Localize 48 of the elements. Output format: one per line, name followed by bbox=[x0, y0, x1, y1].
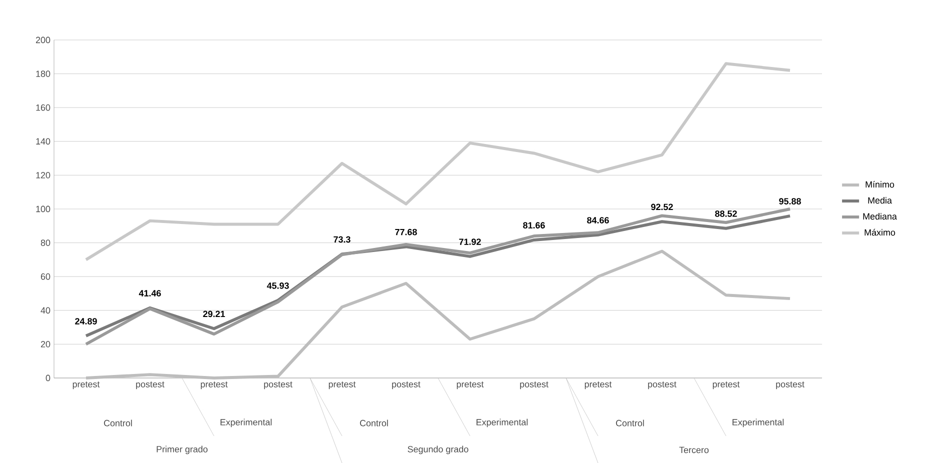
x-tick-label: pretest bbox=[456, 381, 484, 390]
x-tick-label: pretest bbox=[712, 381, 740, 390]
text: Tercero bbox=[679, 446, 709, 454]
y-tick-label: 20 bbox=[40, 340, 50, 348]
legend-label: Media bbox=[868, 196, 892, 204]
x-tick-label: postest bbox=[392, 381, 420, 390]
text: Experimental bbox=[220, 418, 272, 428]
data-label: 92.52 bbox=[651, 204, 673, 210]
data-label: 45.93 bbox=[266, 282, 289, 289]
text: Segundo grado bbox=[408, 446, 468, 454]
legend-label: Mediana bbox=[863, 212, 897, 220]
text: Primer grado bbox=[156, 446, 208, 454]
y-tick-label: 100 bbox=[36, 206, 50, 212]
legend-label: Mínimo bbox=[866, 180, 894, 188]
y-tick-label: 80 bbox=[40, 240, 50, 246]
data-label: 41.46 bbox=[138, 290, 161, 296]
text: Control bbox=[360, 420, 388, 426]
data-label: 24.89 bbox=[75, 318, 97, 324]
data-label: 95.88 bbox=[779, 198, 801, 204]
y-tick-label: 40 bbox=[40, 307, 50, 314]
x-tick-label: pretest bbox=[200, 381, 228, 390]
x-tick-label: postest bbox=[776, 381, 804, 390]
x-tick-label: pretest bbox=[328, 381, 356, 390]
y-tick-label: 160 bbox=[36, 104, 50, 111]
text: Experimental bbox=[732, 418, 784, 428]
y-tick-label: 140 bbox=[36, 138, 50, 144]
data-label: 29.21 bbox=[203, 310, 225, 318]
data-label: 77.68 bbox=[395, 228, 417, 236]
legend-label: Máximo bbox=[864, 228, 896, 236]
y-tick-label: 60 bbox=[40, 273, 50, 280]
x-tick-label: postest bbox=[648, 381, 676, 390]
data-label: 73.3 bbox=[334, 236, 350, 243]
x-tick-label: pretest bbox=[584, 381, 612, 390]
text: Control bbox=[616, 420, 644, 426]
data-label: 81.66 bbox=[523, 222, 545, 228]
x-tick-label: postest bbox=[520, 381, 548, 390]
x-tick-label: postest bbox=[136, 381, 164, 390]
y-tick-label: 180 bbox=[36, 70, 50, 77]
text: Experimental bbox=[476, 418, 528, 428]
y-tick-label: 120 bbox=[36, 172, 50, 178]
x-tick-label: postest bbox=[264, 381, 292, 390]
text: Control bbox=[104, 420, 132, 426]
data-label: 71.92 bbox=[459, 238, 481, 245]
data-label: 88.52 bbox=[715, 210, 737, 217]
y-tick-label: 200 bbox=[36, 36, 50, 44]
x-tick-label: pretest bbox=[72, 381, 100, 390]
y-tick-label: 0 bbox=[46, 374, 50, 382]
data-label: 84.66 bbox=[587, 216, 609, 224]
